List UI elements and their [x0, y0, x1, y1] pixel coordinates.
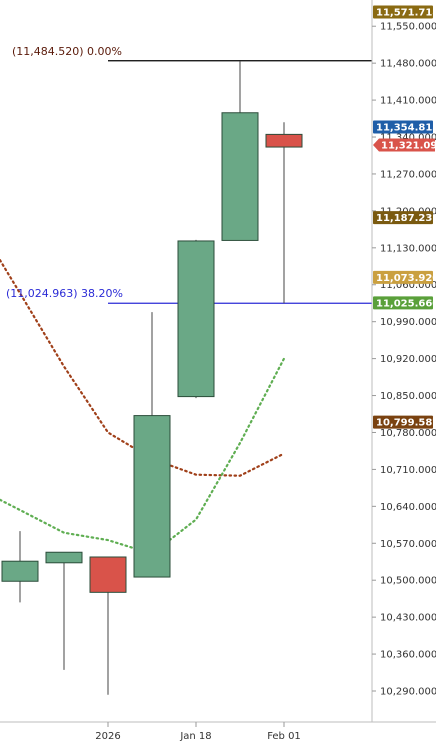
- y-tick-label: 10,290.000: [380, 687, 436, 698]
- y-tick-label: 10,850.000: [380, 391, 436, 402]
- y-tick-label: 11,270.000: [380, 169, 436, 180]
- price-tag-label: 10,799.587: [376, 418, 436, 429]
- price-tag-bg: [373, 120, 433, 134]
- fibonacci-levels: (11,484.520) 0.00% (11,024.963) 38.20%: [6, 45, 372, 304]
- indicator-overlays: [0, 259, 286, 556]
- fib-label: (11,024.963) 38.20%: [6, 287, 123, 300]
- overlay-line-1: [0, 259, 286, 477]
- y-tick-label: 11,550.000: [380, 22, 436, 33]
- y-tick-label: 10,920.000: [380, 354, 436, 365]
- price-tag-label: 11,187.231: [376, 213, 436, 224]
- x-tick-label: 2026: [95, 731, 120, 742]
- candle-body: [1, 560, 39, 582]
- candle-body: [265, 133, 303, 148]
- y-tick-label: 10,570.000: [380, 539, 436, 550]
- candle-body: [89, 556, 127, 593]
- candles: [1, 61, 303, 695]
- y-tick-label: 11,410.000: [380, 96, 436, 107]
- y-axis: 11,550.000 11,480.000 11,410.000 11,340.000…: [371, 0, 436, 722]
- candle-body: [45, 551, 83, 564]
- price-tag-bg: [373, 296, 433, 310]
- y-tick-label: 10,780.000: [380, 428, 436, 439]
- candle-body: [221, 112, 259, 241]
- y-tick-label: 10,640.000: [380, 502, 436, 513]
- price-tag-label: 11,321.090: [381, 141, 436, 152]
- price-tag-label: 11,571.718: [376, 8, 436, 19]
- price-tag-bg: [373, 5, 433, 19]
- candle-body: [133, 415, 171, 578]
- price-tags: 11,571.718 11,354.813 11,321.090 11,187.231…: [373, 5, 436, 429]
- candle-body: [177, 240, 215, 398]
- x-axis: 2026 Jan 18 Feb 01: [0, 721, 436, 742]
- y-tick-label: 11,480.000: [380, 59, 436, 70]
- y-tick-label: 10,990.000: [380, 317, 436, 328]
- price-tag-bg: [373, 211, 433, 225]
- y-tick-label: 10,710.000: [380, 465, 436, 476]
- y-tick-label: 10,360.000: [380, 650, 436, 661]
- y-tick-label: 11,060.000: [380, 280, 436, 291]
- y-tick-label: 11,130.000: [380, 243, 436, 254]
- x-tick-label: Feb 01: [267, 731, 301, 742]
- price-tag-bg: [373, 270, 433, 284]
- price-tag-bg: [373, 138, 435, 152]
- y-tick-label: 10,430.000: [380, 613, 436, 624]
- y-tick-label: 11,340.000: [380, 133, 436, 144]
- price-tag-label: 11,025.660: [376, 298, 436, 309]
- y-tick-label: 10,500.000: [380, 576, 436, 587]
- price-tag-label: 11,073.920: [376, 273, 436, 284]
- overlay-line-2: [0, 357, 286, 556]
- x-tick-label: Jan 18: [179, 731, 211, 742]
- price-tag-bg: [373, 415, 433, 429]
- fib-label: (11,484.520) 0.00%: [12, 45, 122, 58]
- price-tag-label: 11,354.813: [376, 123, 436, 134]
